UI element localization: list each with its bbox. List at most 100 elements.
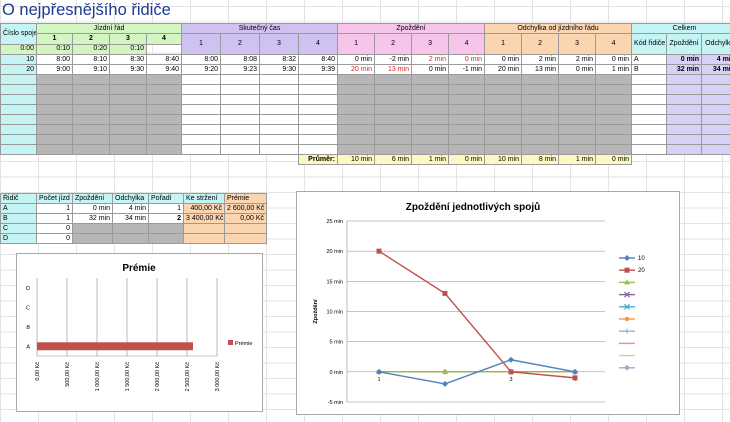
driver-delay[interactable] bbox=[72, 223, 113, 234]
empty-cell[interactable] bbox=[411, 104, 450, 115]
deviation-value[interactable]: 1 min bbox=[595, 64, 633, 75]
empty-cell[interactable] bbox=[297, 134, 339, 145]
empty-cell[interactable] bbox=[259, 104, 299, 115]
empty-cell[interactable] bbox=[631, 124, 668, 135]
empty-cell[interactable] bbox=[36, 144, 73, 155]
driver-name[interactable]: D bbox=[0, 233, 37, 244]
header-celkem-zpozdeni[interactable]: Zpoždění bbox=[666, 33, 703, 55]
delay-value[interactable]: -2 min bbox=[374, 54, 413, 65]
empty-cell[interactable] bbox=[259, 124, 299, 135]
jr-col-number[interactable]: 4 bbox=[146, 33, 182, 45]
empty-cell[interactable] bbox=[109, 84, 147, 95]
empty-cell[interactable] bbox=[297, 114, 339, 125]
empty-cell[interactable] bbox=[701, 94, 730, 105]
empty-cell[interactable] bbox=[701, 74, 730, 85]
jr-col-number[interactable]: 1 bbox=[36, 33, 73, 45]
actual-time[interactable]: 9:23 bbox=[220, 64, 260, 75]
jr-interval[interactable]: 0:20 bbox=[72, 43, 110, 55]
empty-cell[interactable] bbox=[558, 144, 597, 155]
empty-cell[interactable] bbox=[220, 74, 260, 85]
empty-cell[interactable] bbox=[595, 74, 633, 85]
empty-cell[interactable] bbox=[448, 74, 486, 85]
empty-cell[interactable] bbox=[72, 114, 110, 125]
empty-cell[interactable] bbox=[36, 104, 73, 115]
empty-cell[interactable] bbox=[109, 94, 147, 105]
trip-count[interactable]: 1 bbox=[36, 203, 73, 214]
avg-deviation[interactable]: 1 min bbox=[558, 154, 597, 165]
empty-cell[interactable] bbox=[72, 94, 110, 105]
empty-cell[interactable] bbox=[558, 94, 597, 105]
empty-cell[interactable] bbox=[0, 114, 37, 125]
empty-cell[interactable] bbox=[181, 104, 221, 115]
empty-cell[interactable] bbox=[595, 104, 633, 115]
driver-code[interactable]: B bbox=[631, 64, 668, 75]
empty-cell[interactable] bbox=[181, 84, 221, 95]
empty-cell[interactable] bbox=[411, 144, 450, 155]
actual-time[interactable]: 8:40 bbox=[297, 54, 339, 65]
driver-table-header[interactable]: Zpoždění bbox=[72, 193, 113, 204]
empty-cell[interactable] bbox=[181, 134, 221, 145]
empty-cell[interactable] bbox=[259, 84, 299, 95]
driver-code[interactable]: A bbox=[631, 54, 668, 65]
empty-cell[interactable] bbox=[36, 74, 73, 85]
deviation-value[interactable]: 20 min bbox=[484, 64, 523, 75]
empty-cell[interactable] bbox=[595, 94, 633, 105]
premie-chart[interactable]: Prémie 0,00 Kč 500,00 Kč 1 000,00 Kč 1 500,0… bbox=[16, 253, 263, 412]
empty-cell[interactable] bbox=[484, 144, 523, 155]
actual-time[interactable]: 8:00 bbox=[181, 54, 221, 65]
empty-cell[interactable] bbox=[631, 114, 668, 125]
empty-cell[interactable] bbox=[0, 134, 37, 145]
header-celkem-odchylky[interactable]: Odchylky bbox=[701, 33, 730, 55]
empty-cell[interactable] bbox=[448, 94, 486, 105]
empty-cell[interactable] bbox=[220, 124, 260, 135]
empty-cell[interactable] bbox=[374, 104, 413, 115]
empty-cell[interactable] bbox=[411, 124, 450, 135]
empty-cell[interactable] bbox=[36, 94, 73, 105]
empty-cell[interactable] bbox=[337, 104, 376, 115]
empty-cell[interactable] bbox=[220, 114, 260, 125]
empty-cell[interactable] bbox=[72, 134, 110, 145]
actual-time[interactable]: 8:32 bbox=[259, 54, 299, 65]
delay-value[interactable]: 2 min bbox=[411, 54, 450, 65]
empty-cell[interactable] bbox=[72, 124, 110, 135]
empty-cell[interactable] bbox=[484, 74, 523, 85]
deduction[interactable] bbox=[183, 233, 225, 244]
empty-cell[interactable] bbox=[146, 124, 182, 135]
trip-count[interactable]: 1 bbox=[36, 213, 73, 224]
driver-table-header[interactable]: Počet jízd bbox=[36, 193, 73, 204]
empty-cell[interactable] bbox=[701, 84, 730, 95]
empty-cell[interactable] bbox=[337, 134, 376, 145]
actual-time[interactable]: 8:08 bbox=[220, 54, 260, 65]
empty-cell[interactable] bbox=[595, 134, 633, 145]
col-number[interactable]: 4 bbox=[297, 33, 339, 55]
empty-cell[interactable] bbox=[72, 104, 110, 115]
driver-name[interactable]: B bbox=[0, 213, 37, 224]
jr-time[interactable]: 9:10 bbox=[72, 64, 110, 75]
empty-cell[interactable] bbox=[146, 134, 182, 145]
driver-name[interactable]: C bbox=[0, 223, 37, 234]
empty-cell[interactable] bbox=[374, 144, 413, 155]
empty-cell[interactable] bbox=[631, 74, 668, 85]
driver-table-header[interactable]: Pořadí bbox=[148, 193, 184, 204]
empty-cell[interactable] bbox=[337, 84, 376, 95]
empty-cell[interactable] bbox=[484, 134, 523, 145]
col-number[interactable]: 2 bbox=[374, 33, 413, 55]
empty-cell[interactable] bbox=[220, 94, 260, 105]
empty-cell[interactable] bbox=[109, 134, 147, 145]
empty-cell[interactable] bbox=[521, 94, 560, 105]
empty-cell[interactable] bbox=[374, 94, 413, 105]
empty-cell[interactable] bbox=[146, 94, 182, 105]
empty-cell[interactable] bbox=[558, 104, 597, 115]
col-number[interactable]: 3 bbox=[411, 33, 450, 55]
empty-cell[interactable] bbox=[337, 124, 376, 135]
jr-interval[interactable]: 0:00 bbox=[0, 43, 37, 55]
driver-table-header[interactable]: Ke stržení bbox=[183, 193, 225, 204]
empty-cell[interactable] bbox=[666, 94, 703, 105]
empty-cell[interactable] bbox=[0, 94, 37, 105]
empty-cell[interactable] bbox=[109, 74, 147, 85]
empty-cell[interactable] bbox=[36, 134, 73, 145]
jr-interval[interactable]: 0:10 bbox=[109, 43, 147, 55]
empty-cell[interactable] bbox=[484, 124, 523, 135]
deduction[interactable] bbox=[183, 223, 225, 234]
avg-delay[interactable]: 10 min bbox=[337, 154, 376, 165]
